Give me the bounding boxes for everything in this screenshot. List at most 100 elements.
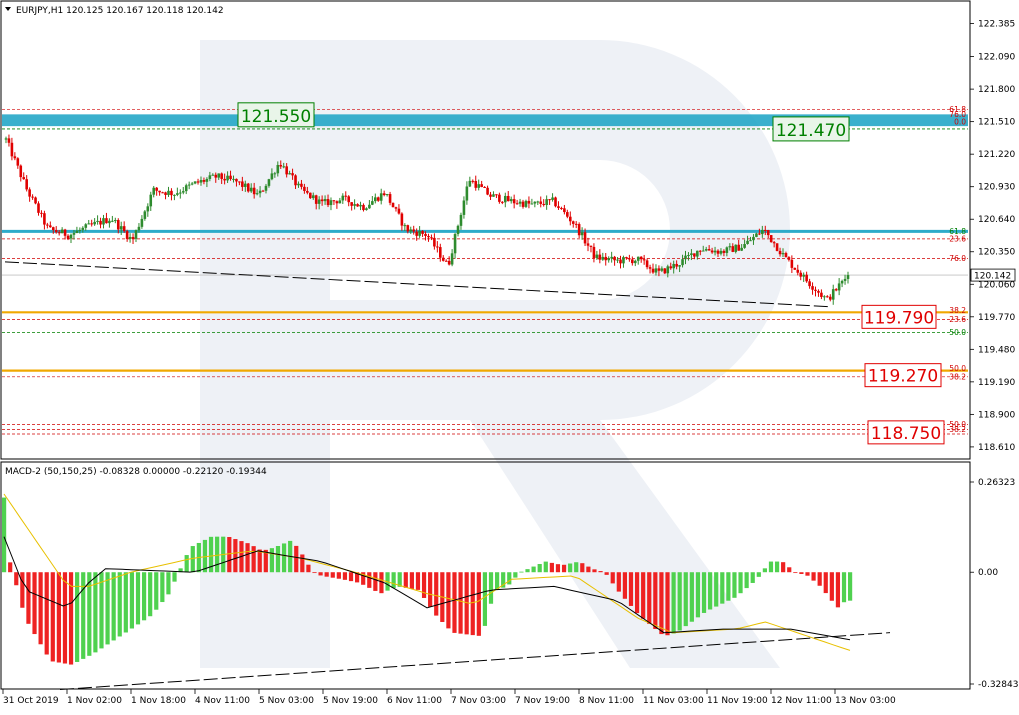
macd-histogram-bar — [744, 572, 749, 589]
candle — [814, 289, 817, 291]
macd-histogram-bar — [99, 572, 104, 649]
candle — [436, 246, 439, 248]
macd-histogram-bar — [586, 566, 591, 573]
price-tick-label: 118.900 — [978, 410, 1015, 420]
time-tick-label: 6 Nov 11:00 — [387, 696, 442, 706]
macd-histogram-bar — [805, 572, 810, 576]
candle — [542, 203, 545, 206]
candle — [805, 274, 808, 282]
macd-histogram-bar — [68, 572, 74, 665]
candle — [273, 173, 277, 175]
candle — [329, 200, 333, 206]
candle — [167, 190, 170, 195]
macd-histogram-bar — [263, 549, 268, 573]
candle — [376, 197, 380, 201]
macd-histogram-bar — [811, 572, 816, 581]
candle — [831, 289, 835, 300]
candle — [687, 255, 690, 257]
candle — [468, 180, 472, 187]
candle — [264, 185, 268, 191]
macd-histogram-bar — [580, 563, 585, 573]
candle — [297, 183, 300, 186]
candle — [306, 190, 309, 193]
candle — [707, 249, 711, 251]
resistance-zone — [2, 114, 968, 127]
macd-histogram-bar — [300, 554, 305, 573]
macd-histogram-bar — [714, 572, 719, 607]
candle — [261, 190, 265, 192]
macd-histogram-bar — [281, 543, 287, 573]
price-tick-label: 122.090 — [978, 53, 1015, 63]
price-axis: 122.385 122.090 121.800 121.510 121.220 120.9… — [970, 20, 1015, 453]
price-panel-frame[interactable] — [0, 0, 971, 460]
macd-histogram-bar — [720, 572, 725, 604]
macd-histogram-bar — [8, 562, 13, 573]
candle — [22, 177, 26, 180]
macd-panel-frame[interactable] — [0, 461, 971, 690]
candle — [530, 203, 534, 205]
time-tick-label: 11 Nov 19:00 — [707, 696, 768, 706]
time-axis: 31 Oct 2019 1 Nov 02:00 1 Nov 18:00 4 Nov 1… — [2, 689, 896, 706]
price-tick-label: 120.640 — [978, 215, 1015, 225]
price-tick-label: 122.385 — [978, 20, 1015, 30]
macd-histogram-bar — [348, 572, 354, 582]
candle — [255, 193, 259, 195]
candle — [379, 193, 383, 201]
fib-label: 23.6 — [949, 234, 966, 243]
macd-histogram-bar — [32, 572, 37, 635]
price-tick-label: 120.930 — [978, 183, 1015, 193]
macd-histogram-bar — [202, 539, 208, 573]
candle — [323, 199, 327, 202]
macd-histogram-bar — [166, 572, 171, 595]
candle — [459, 214, 463, 226]
candle — [220, 173, 223, 179]
macd-histogram-bar — [787, 567, 792, 573]
macd-histogram-bar — [756, 572, 761, 577]
candle — [335, 201, 339, 204]
candle — [214, 174, 218, 178]
macd-histogram-bar — [519, 571, 524, 573]
macd-histogram-bar — [355, 572, 360, 583]
candle — [81, 227, 85, 230]
time-tick-label: 7 Nov 03:00 — [451, 696, 506, 706]
time-tick-label: 4 Nov 11:00 — [195, 696, 250, 706]
macd-trendline — [59, 632, 891, 691]
candle — [693, 253, 696, 257]
price-tick-label: 121.510 — [978, 118, 1015, 128]
macd-tick-label: -0.32843 — [978, 680, 1018, 690]
macd-histogram-bar — [38, 572, 43, 645]
candle — [421, 230, 424, 234]
macd-histogram-bar — [275, 546, 281, 573]
macd-histogram-bar — [470, 572, 475, 636]
candle — [725, 247, 729, 253]
candle — [332, 200, 336, 202]
candle — [489, 194, 492, 197]
candle — [633, 260, 637, 264]
candle — [462, 200, 466, 215]
macd-histogram-bar — [726, 572, 731, 601]
candle — [793, 267, 797, 270]
candle — [368, 204, 371, 209]
candle — [763, 229, 767, 231]
candle — [406, 225, 410, 232]
candle — [444, 260, 448, 262]
candle — [563, 208, 566, 213]
candle — [69, 234, 73, 239]
fib-label: 76.0 — [949, 110, 966, 119]
candle — [740, 247, 743, 251]
trendline — [4, 261, 831, 308]
candle — [657, 268, 661, 271]
macd-histogram-bar — [464, 572, 469, 635]
candle — [560, 207, 563, 209]
candle — [57, 232, 61, 234]
macd-histogram-bar — [549, 562, 554, 573]
candle — [244, 183, 247, 187]
candle — [13, 156, 17, 159]
collapse-triangle-icon[interactable] — [5, 7, 11, 11]
candle — [846, 275, 850, 279]
candle — [471, 180, 475, 182]
macd-histogram-bar — [488, 572, 494, 604]
macd-histogram-bar — [336, 572, 341, 579]
candle — [311, 195, 315, 199]
candle — [19, 165, 23, 178]
